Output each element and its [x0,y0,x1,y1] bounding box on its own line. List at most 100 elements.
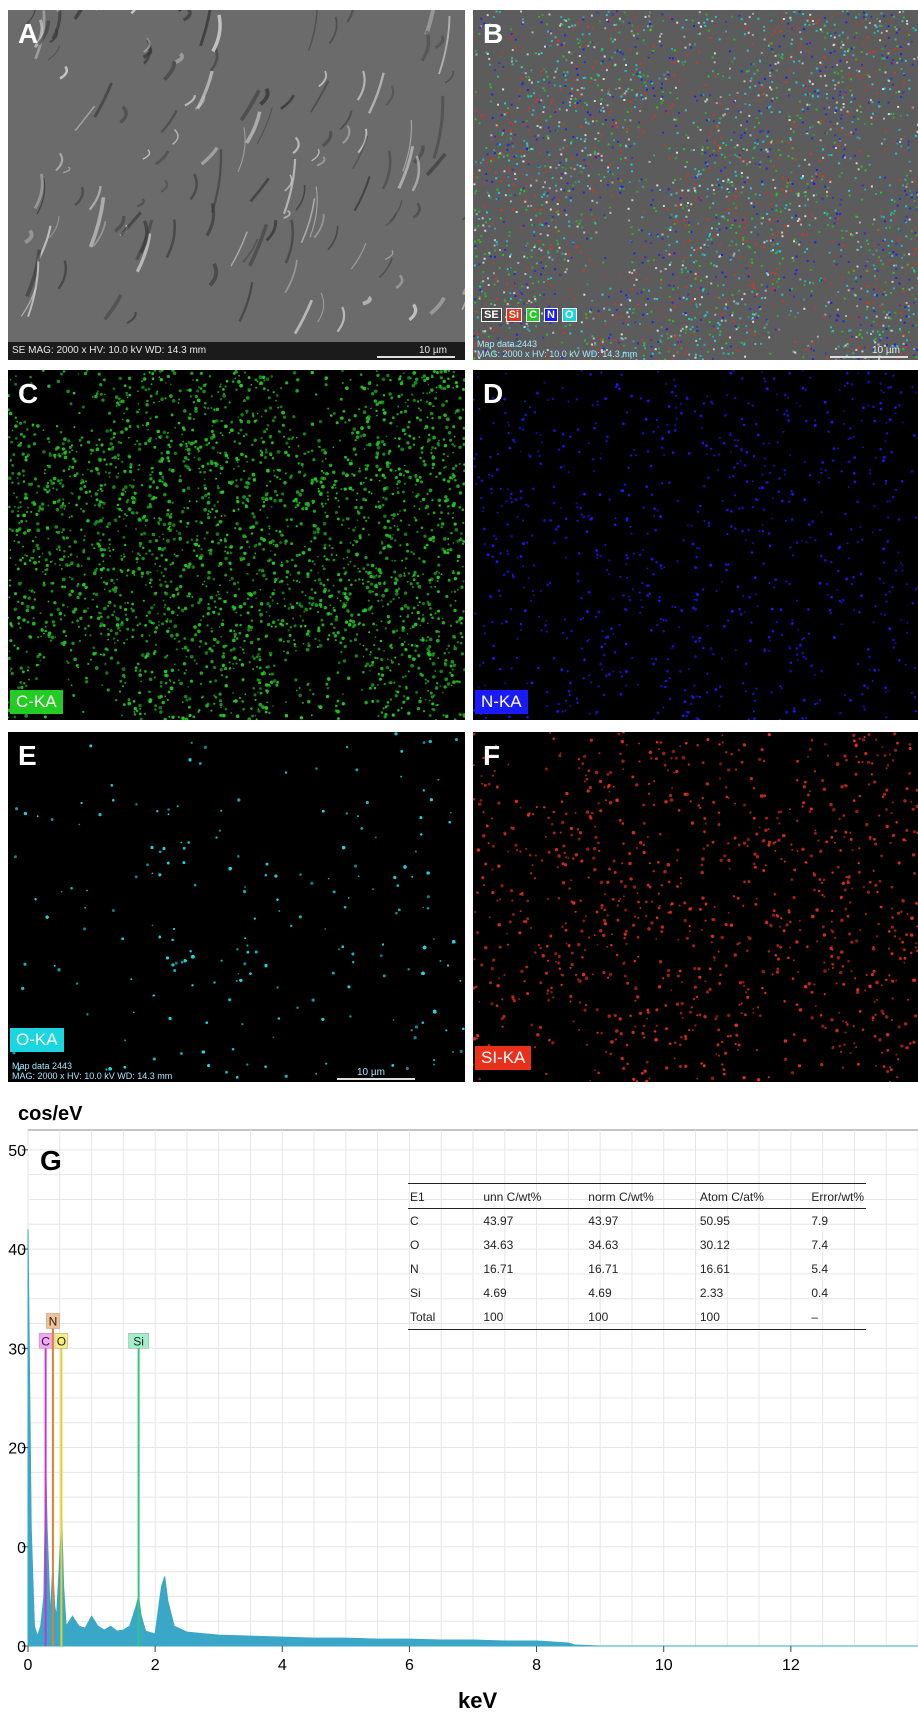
panel-e-footer-line1: Map data 2443 [12,1061,73,1071]
panel-f-silicon-map: F SI-KA [473,732,918,1082]
col-header: unn C/wt% [481,1183,587,1209]
legend-c: C [526,308,541,322]
panel-c-carbon-map: C C-KA [8,370,465,720]
table-cell: C [410,1214,419,1228]
table-cell: 5.4 [811,1262,829,1276]
table-cell: 100 [586,1305,698,1330]
panel-e-tag: O-KA [10,1028,64,1052]
y-tick-label: 0 [17,1540,26,1557]
table-header-row: E1 unn C/wt% norm C/wt% Atom C/at% Error… [408,1183,866,1209]
panel-a-scalebar [377,356,455,358]
legend-si: Si [505,308,523,322]
panel-g-label: G [40,1145,62,1176]
y-tick-label: 40 [8,1242,26,1259]
panel-f-label: F [483,740,501,771]
table-cell: Total [408,1305,482,1330]
col-header: E1 [408,1183,482,1209]
table-cell: 4.69 [588,1286,612,1300]
legend-n: N [544,308,558,322]
table-cell: 100 [481,1305,587,1330]
panel-b-footer-line1: Map data 2443 [477,339,538,349]
x-tick-label: 0 [24,1657,33,1674]
panel-e-oxygen-map: E O-KA Map data 2443 MAG: 2000 x HV: 10.… [8,732,465,1082]
panel-e-footer-line2: MAG: 2000 x HV: 10.0 kV WD: 14.3 mm [12,1071,173,1081]
panel-d-tag: N-KA [475,690,528,714]
panel-b-footer: Map data 2443 MAG: 2000 x HV: 10.0 kV WD… [477,339,637,359]
y-axis-unit: cos/eV [18,1103,83,1125]
y-tick-label: 30 [8,1341,26,1358]
table-cell: 0.4 [811,1286,829,1300]
table-cell: 34.63 [588,1238,619,1252]
panel-a-footer-text: SE MAG: 2000 x HV: 10.0 kV WD: 14.3 mm [12,345,207,356]
col-header: norm C/wt% [586,1183,698,1209]
panel-e-scalebar [337,1078,415,1080]
panel-b-label: B [483,18,504,49]
x-tick-label: 6 [405,1657,414,1674]
panel-c-tag: C-KA [10,690,63,714]
panel-c-label: C [18,378,39,409]
panel-b-legend: SE Si C N O [481,308,577,322]
panel-a-sem-image: A SE MAG: 2000 x HV: 10.0 kV WD: 14.3 mm… [8,10,465,360]
table-cell: 16.71 [483,1262,514,1276]
table-row: N 16.71 16.71 16.61 5.4 [408,1257,866,1281]
col-header: Error/wt% [809,1183,866,1209]
peak-label-box-o [54,1333,69,1349]
table-cell: 43.97 [483,1214,514,1228]
x-tick-label: 2 [151,1657,160,1674]
panel-e-scale-text: 10 µm [357,1067,385,1078]
x-tick-label: 12 [782,1657,800,1674]
x-tick-label: 4 [278,1657,287,1674]
table-cell: 30.12 [699,1238,730,1252]
carbon-dots [8,370,465,720]
sem-texture [20,10,465,335]
table-cell: 16.61 [699,1262,730,1276]
col-header: Atom C/at% [697,1183,810,1209]
x-tick-label: 8 [532,1657,541,1674]
panel-f-tag: SI-KA [475,1046,532,1070]
peak-label-n: N [49,1314,58,1328]
table-cell: Si [410,1286,421,1300]
table-cell: – [809,1305,866,1330]
panel-e-footer: Map data 2443 MAG: 2000 x HV: 10.0 kV WD… [12,1061,172,1081]
spectrum-area [27,1229,918,1647]
panel-a-scale-text: 10 µm [419,345,447,356]
panel-b-overlay-map: B SE Si C N O Map data 2443 MAG: 2000 x … [473,10,918,360]
table-row: O 34.63 34.63 30.12 7.4 [408,1233,866,1257]
panel-b-footer-line2: MAG: 2000 x HV: 10.0 kV WD: 14.3 mm [477,349,638,359]
panel-a-footer: SE MAG: 2000 x HV: 10.0 kV WD: 14.3 mm [8,342,465,360]
table-cell: 4.69 [483,1286,507,1300]
peak-label-si: Si [133,1334,144,1348]
table-cell: 2.33 [699,1286,724,1300]
x-tick-label: 10 [655,1657,673,1674]
silicon-dots [473,732,918,1082]
table-row: Si 4.69 4.69 2.33 0.4 [408,1281,866,1305]
table-cell: 43.97 [588,1214,619,1228]
table-cell: 34.63 [483,1238,514,1252]
table-cell: 7.4 [811,1238,829,1252]
peak-label-o: O [57,1334,66,1348]
panel-b-scalebar [830,356,908,358]
table-cell: 100 [697,1305,810,1330]
peak-label-c: C [41,1334,50,1348]
table-cell: O [410,1238,420,1252]
table-cell: 7.9 [811,1214,829,1228]
table-cell: 16.71 [588,1262,619,1276]
panel-a-label: A [18,18,39,49]
panel-b-scale-text: 10 µm [872,345,900,356]
table-row-total: Total 100 100 100 – [408,1305,866,1330]
y-tick-label: 20 [8,1441,26,1458]
table-row: C 43.97 43.97 50.95 7.9 [408,1209,866,1234]
legend-se: SE [481,308,502,322]
table-cell: 50.95 [699,1214,730,1228]
panel-d-nitrogen-map: D N-KA [473,370,918,720]
oxygen-dots [12,732,465,1079]
overlay-texture [473,10,918,360]
nitrogen-dots [473,370,918,720]
peak-label-box-si [128,1333,149,1349]
x-axis-unit: keV [458,1688,498,1713]
y-tick-label: 0 [17,1639,26,1656]
panel-e-label: E [18,740,37,771]
y-tick-label: 50 [8,1143,26,1160]
composition-table: E1 unn C/wt% norm C/wt% Atom C/at% Error… [408,1183,866,1330]
